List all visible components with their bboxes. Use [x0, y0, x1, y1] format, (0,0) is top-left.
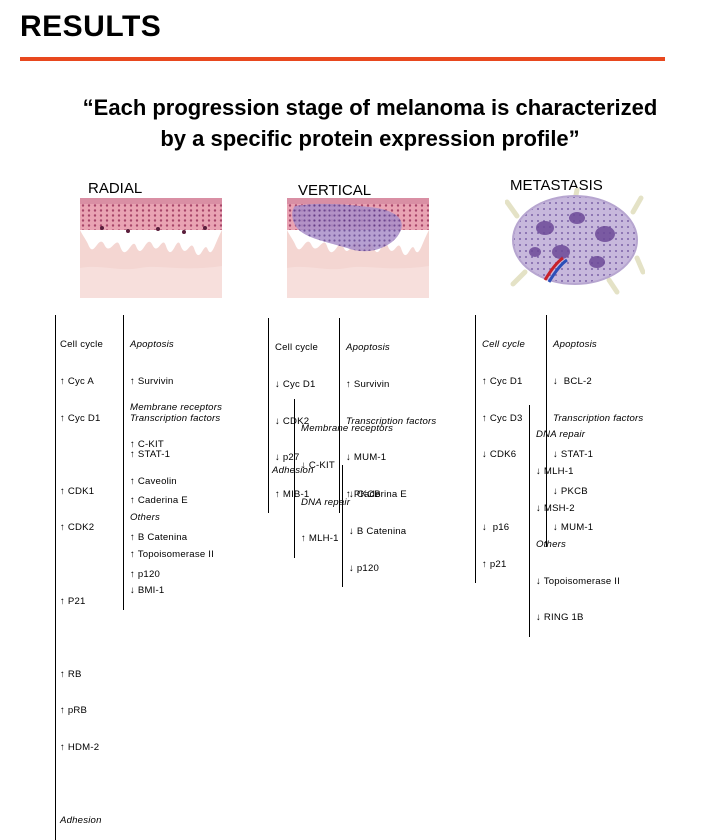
metastasis-apoptosis-row-4: ↓ PKCB	[553, 485, 588, 497]
metastasis-apoptosis-row-1: ↓ BCL-2	[553, 376, 592, 387]
vertical-membrane-list: Membrane receptors ↓ C-KIT DNA repair ↑ …	[294, 399, 393, 558]
vertical-adhesion-label: Adhesion	[272, 465, 314, 476]
radial-cc-row-13: Adhesion	[60, 815, 102, 827]
radial-apoptosis-heading: Apoptosis	[130, 339, 174, 351]
radial-cc-row-9: ↑ RB	[60, 668, 82, 680]
radial-cc-row-4: ↑ CDK1	[60, 485, 95, 497]
stage-label-metastasis: METASTASIS	[510, 177, 603, 194]
stage-label-radial: RADIAL	[88, 180, 143, 197]
radial-cc-row-11: ↑ HDM-2	[60, 741, 100, 753]
metastasis-cc-row-3: ↓ CDK6	[482, 449, 517, 461]
radial-cc-row-0: Cell cycle	[60, 339, 104, 351]
radial-cc-row-10: ↑ pRB	[60, 705, 88, 717]
metastasis-cc-heading: Cell cycle	[482, 339, 526, 351]
vertical-cc-heading: Cell cycle	[275, 342, 319, 354]
vertical-phase-illustration	[287, 198, 429, 298]
slide-title: RESULTS	[20, 10, 162, 43]
radial-membrane-heading: Membrane receptors	[130, 402, 223, 414]
metastasis-apoptosis-heading: Apoptosis	[553, 339, 597, 351]
radial-apoptosis-row-1: ↑ Survivin	[130, 376, 174, 387]
vertical-apoptosis-row-4: ↑ PKCB	[346, 488, 381, 500]
metastasis-others-list: DNA repair ↓ MLH-1 ↓ MSH-2 Others ↓ Topo…	[529, 405, 620, 637]
vertical-adhesion-row-1: ↓ B Catenina	[349, 526, 407, 537]
title-underline	[20, 57, 665, 61]
vertical-tf-heading: Transcription factors	[346, 415, 437, 427]
radial-adhesion-row-1: ↑ B Catenina	[130, 532, 188, 543]
vertical-adhesion-row-2: ↓ p120	[349, 562, 380, 574]
metastasis-others-row-4: ↓ Topoisomerase II	[536, 575, 620, 587]
quote: “Each progression stage of melanoma is c…	[40, 92, 700, 154]
metastasis-illustration	[505, 188, 645, 295]
quote-line-1: “Each progression stage of melanoma is c…	[82, 95, 658, 120]
vertical-cc-row-1: ↓ Cyc D1	[275, 379, 316, 390]
metastasis-others-row-5: ↓ RING 1B	[536, 612, 584, 624]
radial-tf-heading: Transcription factors	[130, 412, 221, 424]
vertical-cc-row-3: ↓ p27	[275, 452, 300, 464]
vertical-membrane-row-1: ↓ C-KIT	[301, 460, 335, 471]
radial-apoptosis-row-3: ↑ STAT-1	[130, 449, 171, 461]
vertical-apoptosis-list: Apoptosis ↑ Survivin Transcription facto…	[339, 318, 437, 514]
metastasis-cc-row-1: ↑ Cyc D1	[482, 376, 523, 387]
metastasis-tf-heading: Transcription factors	[553, 412, 644, 424]
metastasis-cc-row-2: ↑ Cyc D3	[482, 412, 523, 424]
radial-cc-row-5: ↑ CDK2	[60, 522, 95, 534]
stage-label-vertical: VERTICAL	[298, 182, 372, 199]
vertical-membrane-row-3: ↑ MLH-1	[301, 533, 339, 545]
vertical-adhesion-row-0: ↓ Caderina E	[349, 489, 407, 501]
vertical-cc-row-2: ↓ CDK2	[275, 415, 310, 427]
metastasis-others-row-2: ↓ MSH-2	[536, 502, 575, 514]
metastasis-others-row-1: ↓ MLH-1	[536, 466, 574, 477]
radial-cc-row-2: ↑ Cyc D1	[60, 412, 101, 424]
metastasis-apoptosis-row-5: ↓ MUM-1	[553, 522, 594, 534]
metastasis-cc-row-5: ↓ p16	[482, 522, 510, 534]
vertical-dna-heading: DNA repair	[301, 496, 351, 508]
vertical-adhesion-list: ↓ Caderina E ↓ B Catenina ↓ p120	[342, 465, 407, 587]
radial-cellcycle-list: Cell cycle ↑ Cyc A ↑ Cyc D1 ↑ CDK1 ↑ CDK…	[55, 315, 103, 840]
metastasis-dna-heading: DNA repair	[536, 429, 586, 441]
radial-adhesion-row-0: ↑ Caderina E	[130, 495, 188, 507]
radial-others-heading: Others	[130, 512, 160, 524]
vertical-apoptosis-heading: Apoptosis	[346, 342, 390, 354]
radial-phase-illustration	[80, 198, 222, 298]
vertical-cc-row-4: ↑ MIB-1	[275, 488, 310, 500]
metastasis-others-heading: Others	[536, 539, 566, 551]
metastasis-apoptosis-list: Apoptosis ↓ BCL-2 Transcription factors …	[546, 315, 643, 547]
radial-membrane-row-1: ↑ C-KIT	[130, 439, 164, 450]
radial-cc-row-1: ↑ Cyc A	[60, 376, 94, 387]
metastasis-cc-row-6: ↑ p21	[482, 558, 507, 570]
quote-line-2: by a specific protein expression profile…	[160, 126, 580, 151]
vertical-apoptosis-row-1: ↑ Survivin	[346, 379, 390, 390]
vertical-membrane-heading: Membrane receptors	[301, 423, 394, 435]
metastasis-cellcycle-list: Cell cycle ↑ Cyc D1 ↑ Cyc D3 ↓ CDK6 ↓ p1…	[475, 315, 526, 584]
radial-membrane-row-2: ↑ Caveolin	[130, 475, 177, 487]
vertical-apoptosis-row-3: ↓ MUM-1	[346, 452, 387, 464]
radial-cc-row-7: ↑ P21	[60, 595, 86, 607]
radial-adhesion-list: ↑ Caderina E ↑ B Catenina ↑ p120	[123, 471, 188, 593]
metastasis-apoptosis-row-3: ↓ STAT-1	[553, 449, 594, 461]
radial-adhesion-row-2: ↑ p120	[130, 568, 161, 580]
vertical-cellcycle-list: Cell cycle ↓ Cyc D1 ↓ CDK2 ↓ p27 ↑ MIB-1	[268, 318, 319, 514]
